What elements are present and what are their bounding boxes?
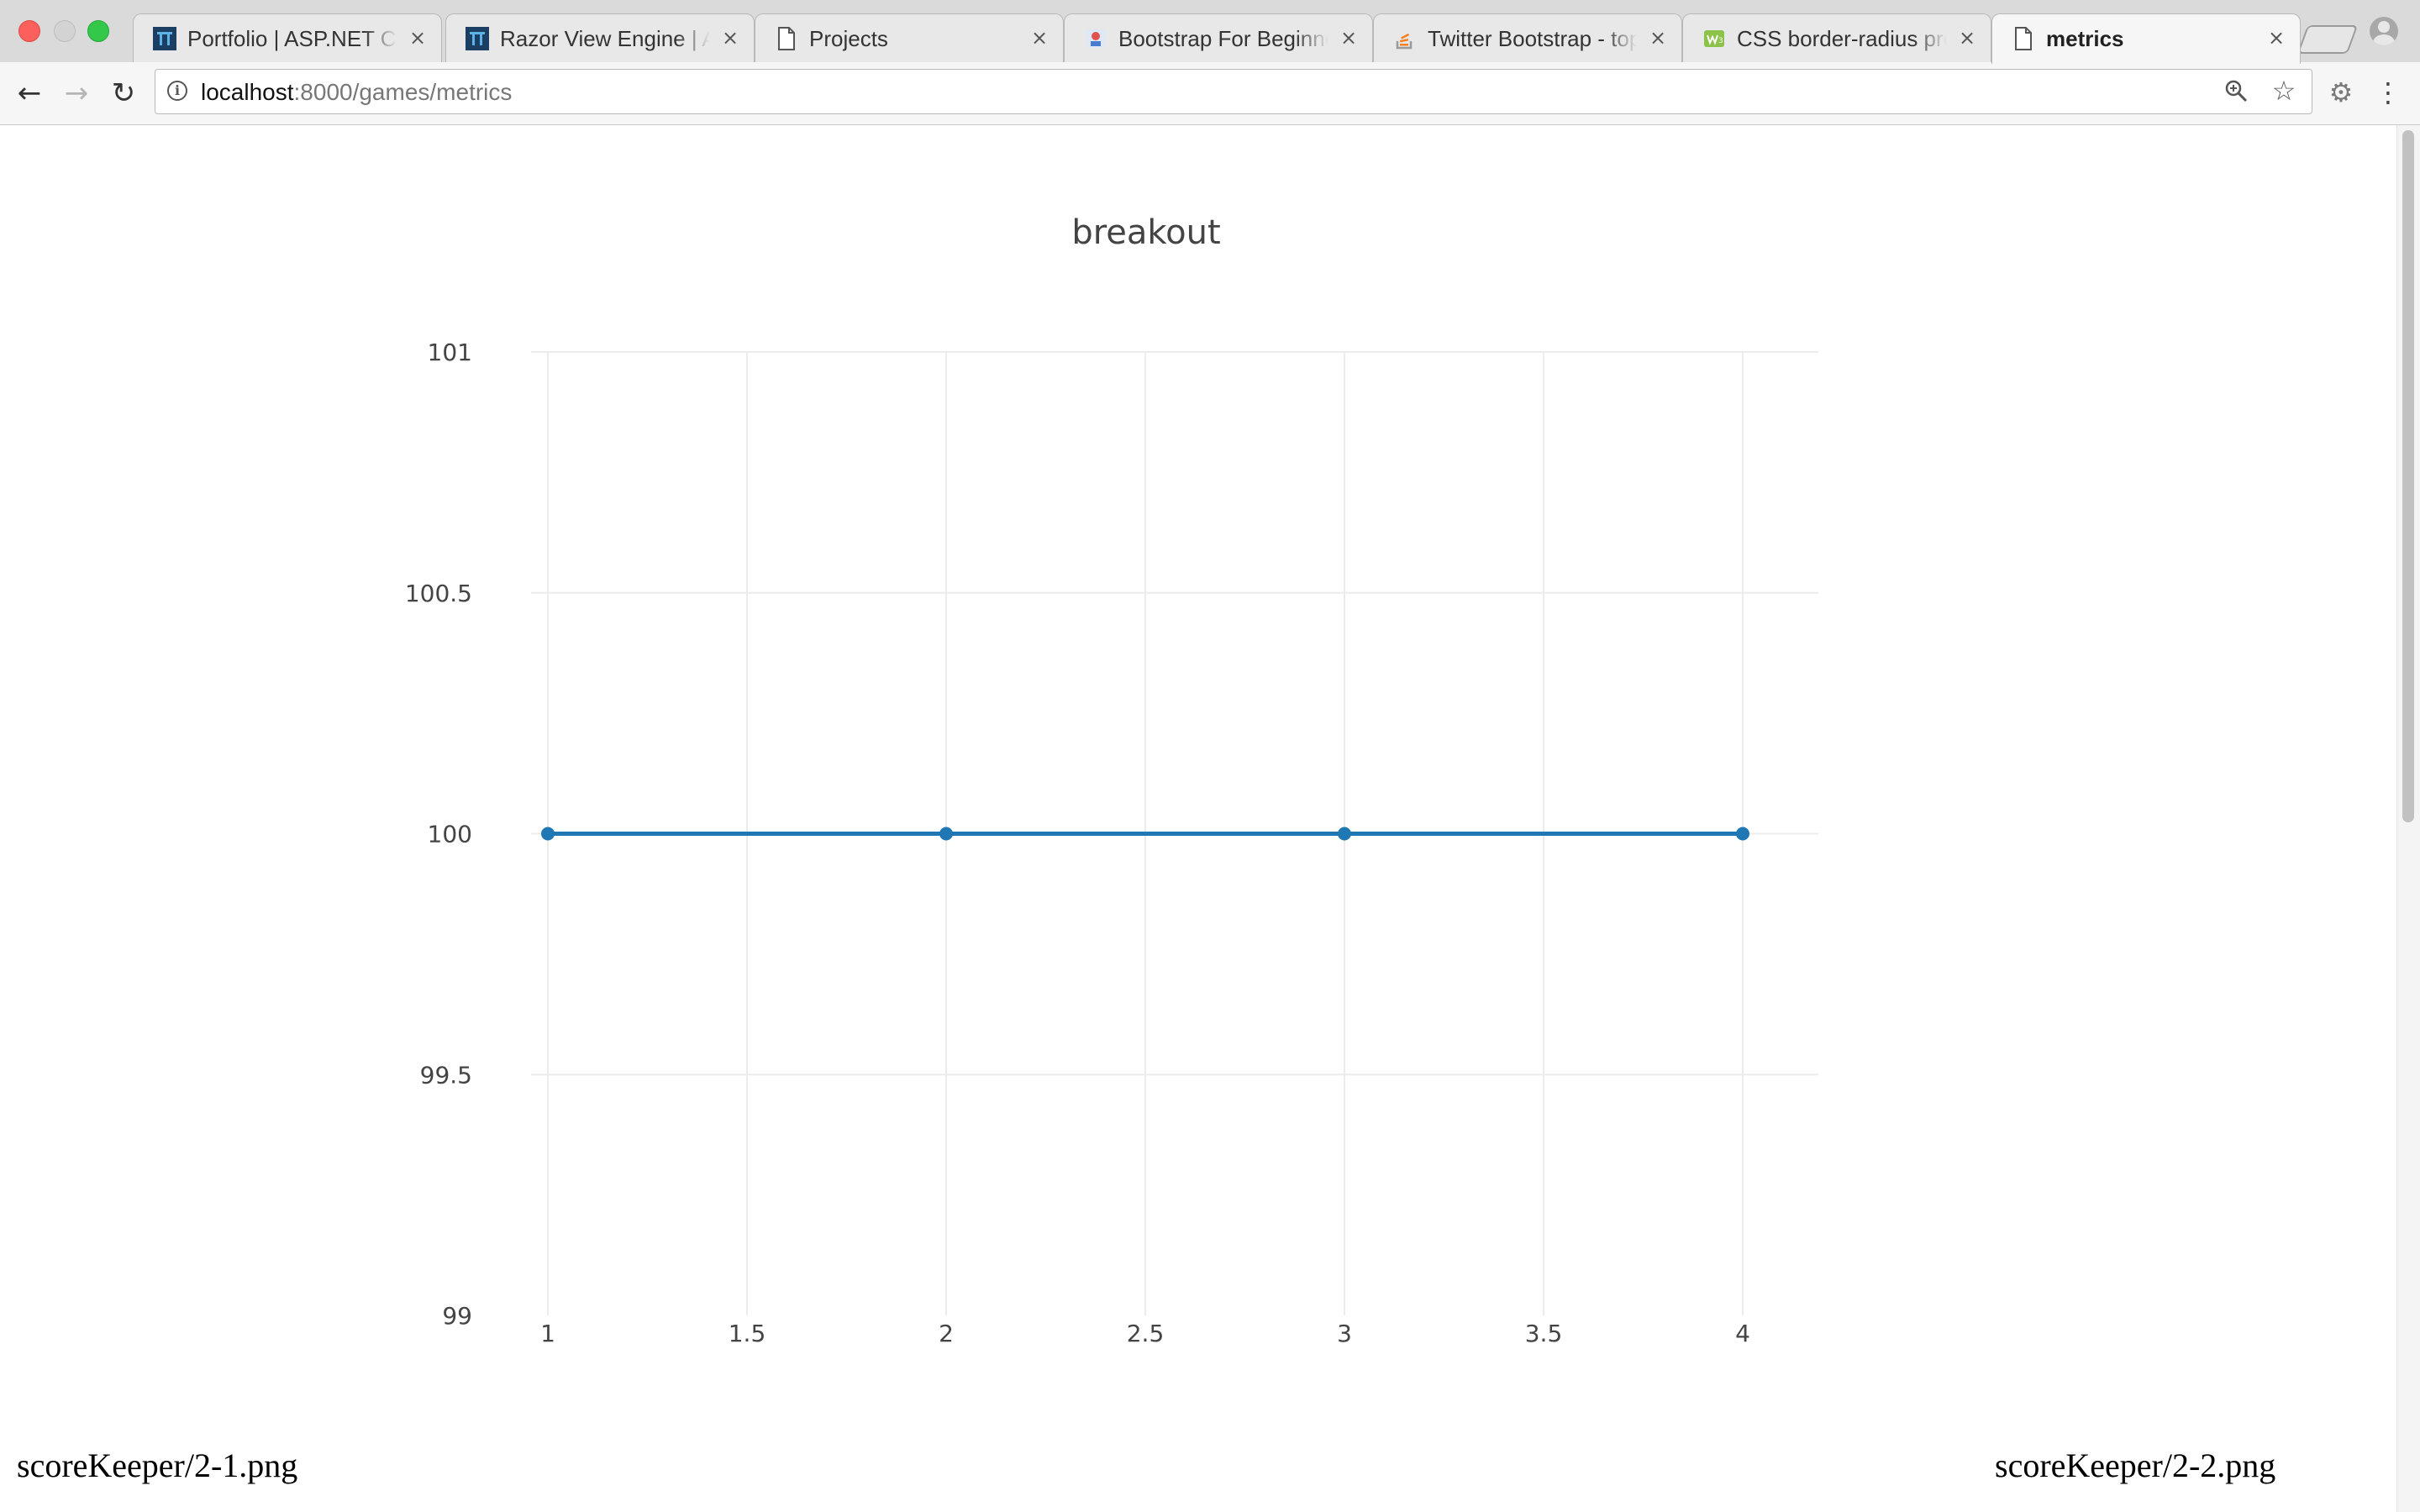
address-bar[interactable]: i localhost:8000/games/metrics ☆ bbox=[155, 69, 2312, 114]
svg-text:3: 3 bbox=[1718, 37, 1723, 45]
document-icon bbox=[2011, 26, 2036, 51]
caption-left: scoreKeeper/2-1.png bbox=[17, 1446, 298, 1484]
document-icon bbox=[774, 26, 799, 51]
url-path: :8000/games/metrics bbox=[293, 79, 513, 105]
window-minimize-button[interactable] bbox=[54, 20, 76, 42]
back-arrow-icon[interactable]: ← bbox=[17, 76, 42, 110]
w3schools-icon: 3 bbox=[1702, 26, 1727, 51]
close-icon[interactable]: × bbox=[408, 26, 427, 50]
chart-series bbox=[541, 827, 1749, 841]
tab-projects[interactable]: Projects × bbox=[755, 13, 1064, 62]
aspnet-icon bbox=[465, 26, 490, 51]
page-viewport: 1 1.5 2 2.5 3 3.5 4 99 99.5 100 100.5 101 breakout … bbox=[0, 125, 2396, 1512]
extension-gear-icon[interactable]: ⚙ bbox=[2328, 76, 2354, 108]
x-tick-label: 2 bbox=[939, 1320, 954, 1347]
tab-title: metrics bbox=[2046, 26, 2124, 51]
tab-title: CSS border-radius pro bbox=[1737, 26, 1947, 51]
close-icon[interactable]: × bbox=[1958, 26, 1976, 50]
y-tick-label: 100.5 bbox=[405, 580, 472, 607]
close-icon[interactable]: × bbox=[1339, 26, 1358, 50]
tab-strip: Portfolio | ASP.NET Co × Razor View Engi… bbox=[0, 0, 2420, 64]
menu-kebab-icon[interactable]: ⋮ bbox=[2375, 76, 2402, 108]
tab-razor[interactable]: Razor View Engine | AS × bbox=[445, 13, 755, 62]
data-point bbox=[541, 827, 555, 841]
url-host: localhost bbox=[201, 79, 294, 105]
close-icon[interactable]: × bbox=[1030, 26, 1049, 50]
close-icon[interactable]: × bbox=[1649, 26, 1667, 50]
browser-toolbar: ← → ↻ i localhost:8000/games/metrics ☆ ⚙… bbox=[0, 62, 2420, 125]
tab-bootstrap-beginners[interactable]: Bootstrap For Beginner × bbox=[1064, 13, 1373, 62]
y-tick-label: 100 bbox=[428, 821, 472, 848]
data-point bbox=[939, 827, 953, 841]
tab-css-border-radius[interactable]: 3 CSS border-radius pro × bbox=[1682, 13, 1991, 62]
url-text[interactable]: localhost:8000/games/metrics bbox=[201, 79, 512, 106]
scrollbar-thumb[interactable] bbox=[2402, 130, 2414, 822]
close-icon[interactable]: × bbox=[2267, 26, 2286, 50]
tab-title: Projects bbox=[809, 26, 1019, 51]
tab-title: Razor View Engine | AS bbox=[500, 26, 710, 51]
tab-metrics[interactable]: metrics × bbox=[1991, 13, 2301, 64]
zoom-icon[interactable] bbox=[2223, 78, 2249, 105]
forward-arrow-icon[interactable]: → bbox=[64, 76, 89, 110]
window-close-button[interactable] bbox=[18, 20, 40, 42]
tab-portfolio[interactable]: Portfolio | ASP.NET Co × bbox=[133, 13, 442, 62]
data-point bbox=[1736, 827, 1749, 841]
stackoverflow-icon bbox=[1392, 26, 1418, 51]
y-tick-label: 99 bbox=[442, 1302, 472, 1330]
chart-title: breakout bbox=[1071, 213, 1220, 252]
tab-title: Portfolio | ASP.NET Co bbox=[187, 26, 397, 51]
x-tick-label: 2.5 bbox=[1127, 1320, 1165, 1347]
chart: 1 1.5 2 2.5 3 3.5 4 99 99.5 100 100.5 101 breakout bbox=[405, 213, 1818, 1347]
bootstrap-icon bbox=[1083, 26, 1108, 51]
aspnet-icon bbox=[152, 26, 177, 51]
x-tick-label: 3 bbox=[1337, 1320, 1352, 1347]
x-tick-label: 4 bbox=[1735, 1320, 1750, 1347]
info-icon[interactable]: i bbox=[167, 81, 187, 101]
data-point bbox=[1338, 827, 1351, 841]
close-icon[interactable]: × bbox=[721, 26, 739, 50]
tab-title: Twitter Bootstrap - top bbox=[1428, 26, 1638, 51]
new-tab-button[interactable] bbox=[2296, 25, 2359, 54]
y-tick-label: 99.5 bbox=[420, 1061, 472, 1089]
bookmark-star-icon[interactable]: ☆ bbox=[2271, 75, 2296, 107]
vertical-scrollbar[interactable] bbox=[2396, 125, 2420, 1512]
x-tick-label: 3.5 bbox=[1525, 1320, 1563, 1347]
window-maximize-button[interactable] bbox=[87, 20, 109, 42]
x-tick-label: 1 bbox=[540, 1320, 555, 1347]
tab-title: Bootstrap For Beginner bbox=[1118, 26, 1328, 51]
tab-twitter-bootstrap[interactable]: Twitter Bootstrap - top × bbox=[1373, 13, 1682, 62]
x-tick-label: 1.5 bbox=[729, 1320, 766, 1347]
profile-icon[interactable] bbox=[2370, 17, 2398, 45]
caption-right: scoreKeeper/2-2.png bbox=[1995, 1446, 2276, 1484]
chart-axes: 1 1.5 2 2.5 3 3.5 4 99 99.5 100 100.5 101 bbox=[405, 339, 1750, 1347]
reload-icon[interactable]: ↻ bbox=[111, 76, 136, 110]
y-tick-label: 101 bbox=[428, 339, 472, 366]
